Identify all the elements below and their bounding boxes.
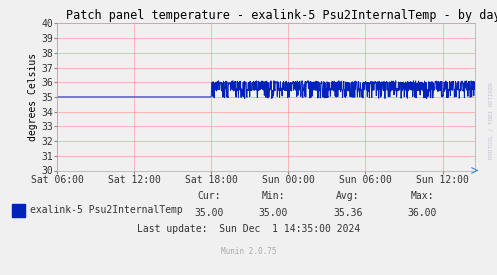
Text: Avg:: Avg: [336,191,360,201]
Text: Min:: Min: [261,191,285,201]
Text: Last update:  Sun Dec  1 14:35:00 2024: Last update: Sun Dec 1 14:35:00 2024 [137,224,360,234]
Text: exalink-5 Psu2InternalTemp: exalink-5 Psu2InternalTemp [30,205,182,215]
Text: 35.36: 35.36 [333,208,363,218]
Text: Munin 2.0.75: Munin 2.0.75 [221,248,276,256]
Y-axis label: degrees Celsius: degrees Celsius [28,53,38,141]
Text: 36.00: 36.00 [408,208,437,218]
Text: Cur:: Cur: [197,191,221,201]
Text: Max:: Max: [411,191,434,201]
Text: RRDTOOL / TOBI OETIKER: RRDTOOL / TOBI OETIKER [488,82,493,160]
Text: 35.00: 35.00 [258,208,288,218]
Text: 35.00: 35.00 [194,208,224,218]
Text: Patch panel temperature - exalink-5 Psu2InternalTemp - by day: Patch panel temperature - exalink-5 Psu2… [66,9,497,22]
